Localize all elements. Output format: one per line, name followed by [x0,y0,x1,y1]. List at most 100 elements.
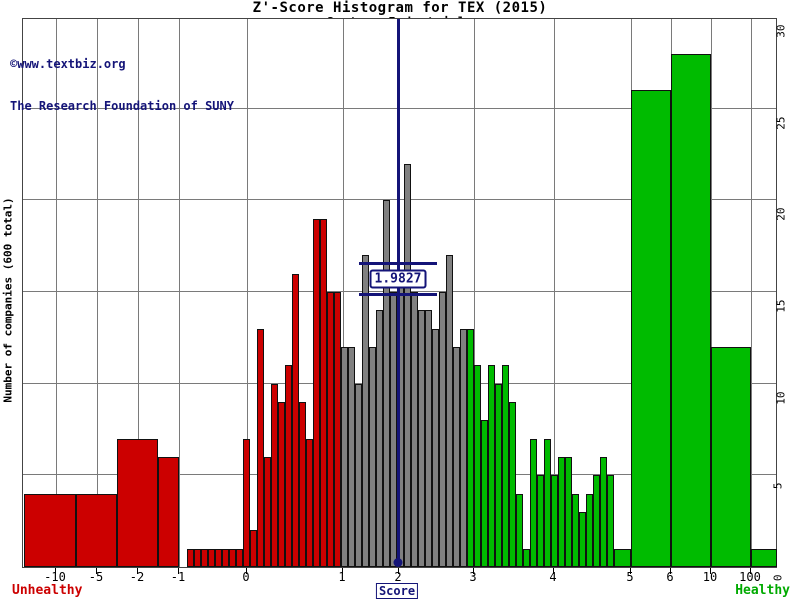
histogram-bar [264,457,271,567]
histogram-bar [537,475,544,567]
histogram-bar [565,457,572,567]
histogram-bar [383,200,390,567]
healthy-label: Healthy [735,583,790,598]
x-tick-label: 10 [702,570,718,584]
histogram-bar [460,328,467,567]
gridline-v [474,19,475,567]
histogram-bar [425,310,432,567]
y-tick-label: 20 [775,201,794,221]
histogram-bar [348,347,355,567]
marker-value-label: 1.9827 [369,269,427,289]
x-tick-label: -10 [44,570,66,584]
histogram-bar [572,493,579,567]
y-tick-label: 10 [775,385,794,404]
gridline-v [179,19,180,567]
y-tick-text: 5 [771,482,785,490]
histogram-bar [243,438,250,567]
histogram-bar [551,475,558,567]
histogram-bar [327,292,334,567]
x-tick-mark [342,568,343,574]
histogram-bar [411,292,418,567]
histogram-bar [341,347,348,567]
y-tick-label: 0 [771,568,788,582]
histogram-bar [671,53,711,567]
histogram-bar [530,438,537,567]
gridline-v [711,19,712,567]
histogram-bar [334,292,341,567]
histogram-bar [488,365,495,567]
histogram-bar [439,292,446,567]
histogram-bar [222,548,229,567]
y-tick-label: 25 [775,110,794,129]
histogram-bar [320,218,327,567]
histogram-bar [229,548,236,567]
watermark-line-2: The Research Foundation of SUNY [10,99,234,113]
gridline-v [56,19,57,567]
histogram-bar [271,383,278,567]
histogram-bar [600,457,607,567]
histogram-bar [285,365,292,567]
histogram-bar [523,548,530,567]
histogram-bar [509,402,516,567]
histogram-bar [453,347,460,567]
plot-area: 1.9827 [22,18,777,568]
x-tick-mark [750,568,751,574]
gridline-v [247,19,248,567]
histogram-bar [495,383,502,567]
histogram-bar [404,163,411,567]
histogram-bar [362,255,369,567]
histogram-bar [76,493,117,567]
x-tick-mark [473,568,474,574]
y-tick-text: 15 [774,299,788,313]
gridline-v [138,19,139,567]
gridline-v [751,19,752,567]
gridline-v [554,19,555,567]
x-tick-label: 3 [469,570,477,584]
histogram-bar [586,493,593,567]
y-tick-label: 5 [771,476,788,490]
histogram-bar [355,383,362,567]
histogram-bar [516,493,523,567]
histogram-bar [313,218,320,567]
histogram-bar [292,273,299,567]
histogram-bar [194,548,201,567]
x-tick-mark [178,568,179,574]
histogram-bar [257,328,264,567]
x-tick-mark [96,568,97,574]
marker-vertical-line [397,19,400,565]
x-tick-mark [553,568,554,574]
histogram-bar [187,548,194,567]
gridline-v [343,19,344,567]
histogram-bar [201,548,208,567]
histogram-bar [631,90,671,567]
histogram-bar [418,310,425,567]
histogram-bar [24,493,76,567]
histogram-bar [278,402,285,567]
x-tick-label: 4 [549,570,557,584]
histogram-bar [432,328,439,567]
x-tick-mark [137,568,138,574]
histogram-bar [502,365,509,567]
x-tick-label: 2 [394,570,402,584]
y-tick-text: 25 [774,116,788,130]
watermark: ©www.textbiz.org The Research Foundation… [10,29,234,141]
x-tick-label: 6 [666,570,674,584]
histogram-bar [711,347,751,567]
x-tick-label: 5 [626,570,634,584]
histogram-bar [544,438,551,567]
gridline-v [97,19,98,567]
histogram-bar [558,457,565,567]
y-tick-label: 15 [775,293,794,313]
x-axis-label: Score [375,583,419,599]
histogram-bar [158,457,179,567]
x-tick-mark [246,568,247,574]
x-tick-mark [710,568,711,574]
histogram-bar [306,438,313,567]
histogram-bar [390,292,397,567]
histogram-bar [446,255,453,567]
x-tick-mark [670,568,671,574]
watermark-line-1: ©www.textbiz.org [10,57,126,71]
histogram-bar [751,548,777,567]
x-tick-label: -5 [88,570,104,584]
